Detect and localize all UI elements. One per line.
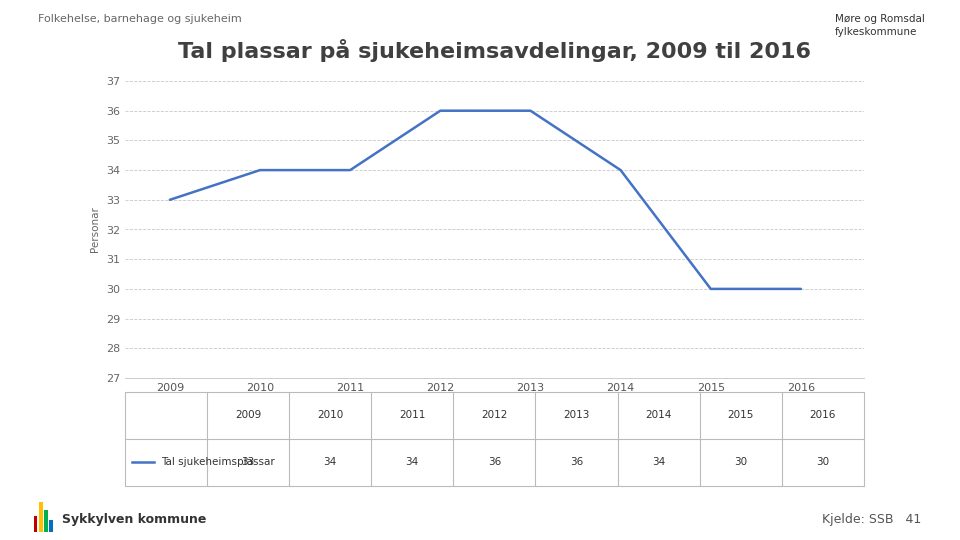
Text: 36: 36 — [570, 457, 583, 468]
Text: 2014: 2014 — [645, 410, 672, 420]
Text: 2015: 2015 — [728, 410, 754, 420]
Text: 2016: 2016 — [809, 410, 836, 420]
Text: Møre og Romsdal
fylkeskommune: Møre og Romsdal fylkeskommune — [835, 14, 925, 37]
Text: 2009: 2009 — [235, 410, 261, 420]
Text: 30: 30 — [734, 457, 748, 468]
Bar — [50, 520, 53, 532]
Text: 36: 36 — [488, 457, 501, 468]
Bar — [38, 502, 42, 532]
Text: 2010: 2010 — [317, 410, 344, 420]
Text: Sykkylven kommune: Sykkylven kommune — [62, 513, 206, 526]
Text: 34: 34 — [652, 457, 665, 468]
Text: 34: 34 — [406, 457, 419, 468]
Bar — [44, 510, 48, 532]
Text: 2013: 2013 — [564, 410, 589, 420]
Text: 2012: 2012 — [481, 410, 508, 420]
Y-axis label: Personar: Personar — [90, 207, 100, 252]
Text: Kjelde: SSB   41: Kjelde: SSB 41 — [823, 514, 922, 526]
Text: Tal sjukeheimsplassar: Tal sjukeheimsplassar — [161, 457, 275, 468]
Text: 2011: 2011 — [399, 410, 425, 420]
Text: 30: 30 — [816, 457, 829, 468]
Text: Folkehelse, barnehage og sjukeheim: Folkehelse, barnehage og sjukeheim — [38, 14, 242, 24]
Bar — [34, 516, 37, 532]
Text: Tal plassar på sjukeheimsavdelingar, 2009 til 2016: Tal plassar på sjukeheimsavdelingar, 200… — [178, 39, 811, 62]
Text: 34: 34 — [324, 457, 337, 468]
Text: 33: 33 — [241, 457, 254, 468]
